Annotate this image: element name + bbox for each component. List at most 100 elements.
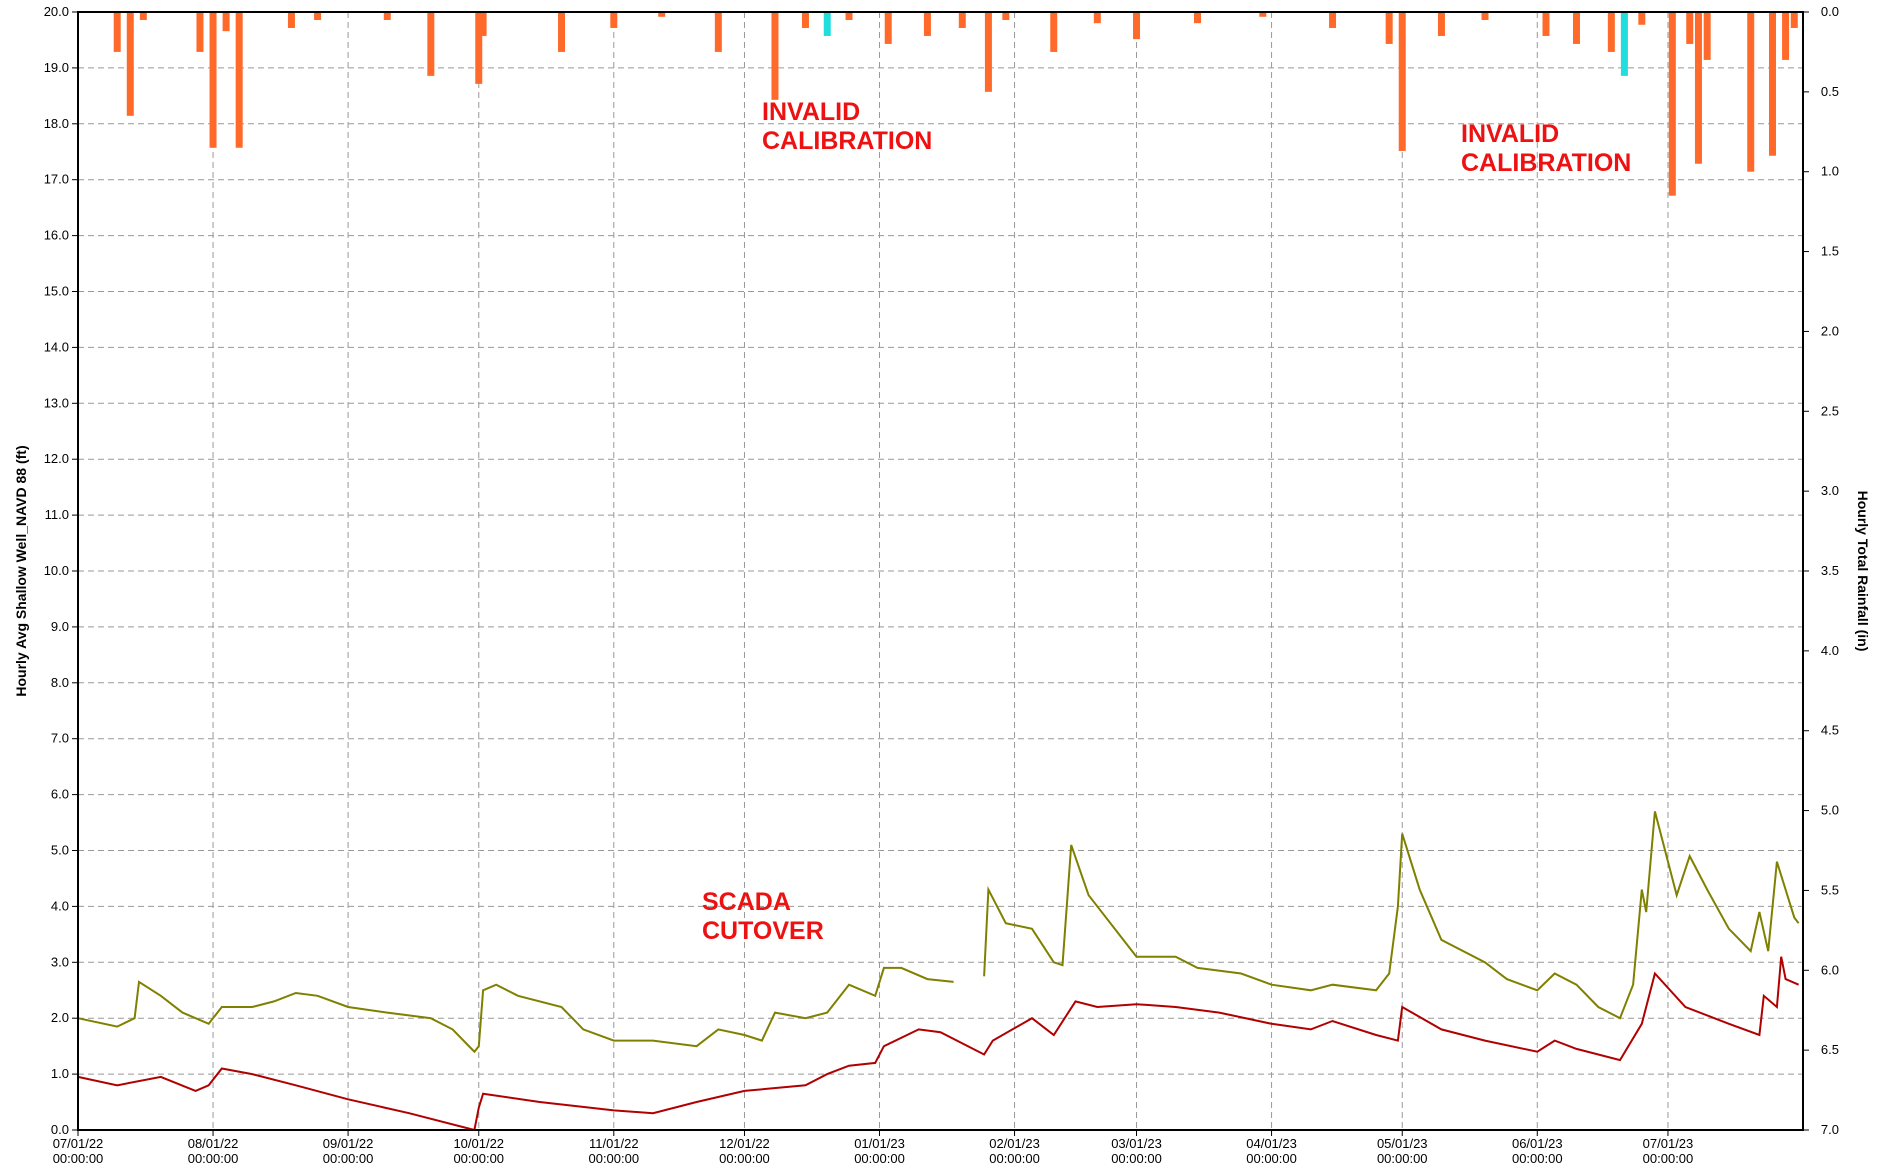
y2-tick-label: 4.5	[1821, 723, 1839, 738]
rain-bar	[1329, 12, 1337, 28]
rain-bar	[1093, 12, 1101, 24]
x-tick-label: 06/01/23 00:00:00	[1512, 1136, 1563, 1166]
y-tick-label: 2.0	[51, 1010, 69, 1025]
y-tick-label: 3.0	[51, 954, 69, 969]
rain-bar	[884, 12, 892, 44]
x-tick-label: 10/01/22 00:00:00	[453, 1136, 504, 1166]
rain-bar	[1542, 12, 1550, 36]
x-tick-label: 12/01/22 00:00:00	[719, 1136, 770, 1166]
rain-bar	[196, 12, 204, 52]
y2-tick-label: 6.5	[1821, 1042, 1839, 1057]
x-tick-label: 04/01/23 00:00:00	[1246, 1136, 1297, 1166]
rain-bar	[1194, 12, 1202, 24]
rain-bar	[1481, 12, 1489, 20]
y-tick-label: 13.0	[44, 395, 69, 410]
y2-tick-label: 5.5	[1821, 882, 1839, 897]
level-line	[77, 956, 1799, 1132]
y-tick-label: 11.0	[45, 507, 69, 522]
rain-bar	[1790, 12, 1798, 28]
y-axis-label: Hourly Avg Shallow Well_NAVD 88 (ft)	[13, 445, 29, 696]
rain-bar	[209, 12, 217, 148]
rain-bar	[287, 12, 295, 28]
rain-bar	[984, 12, 992, 92]
rain-bar	[714, 12, 722, 52]
x-tick-label: 08/01/22 00:00:00	[188, 1136, 239, 1166]
rain-bar	[658, 12, 666, 17]
y-tick-label: 17.0	[44, 172, 69, 187]
x-tick-label: 05/01/23 00:00:00	[1377, 1136, 1428, 1166]
x-tick-label: 09/01/22 00:00:00	[323, 1136, 374, 1166]
rain-bar	[126, 12, 134, 116]
y-tick-label: 6.0	[51, 787, 69, 802]
y-tick-label: 1.0	[51, 1066, 69, 1081]
y2-tick-label: 3.5	[1821, 563, 1839, 578]
rain-bar	[1694, 12, 1702, 164]
rain-bar	[1398, 12, 1406, 151]
rain-bar	[383, 12, 391, 20]
y2-tick-label: 2.5	[1821, 403, 1839, 418]
y2-axis-label: Hourly Total Rainfall (in)	[1855, 491, 1871, 652]
y2-tick-label: 0.5	[1821, 84, 1839, 99]
rain-bar	[314, 12, 322, 20]
rain-bar	[1572, 12, 1580, 44]
level-line	[77, 811, 1800, 1054]
y-tick-label: 10.0	[44, 563, 69, 578]
x-tick-label: 11/01/22 00:00:00	[588, 1136, 639, 1166]
rain-bar	[1620, 12, 1628, 76]
x-tick-label: 01/01/23 00:00:00	[854, 1136, 905, 1166]
x-tick-label: 02/01/23 00:00:00	[989, 1136, 1040, 1166]
y2-tick-label: 1.0	[1821, 164, 1839, 179]
rain-bar	[427, 12, 435, 76]
y-tick-label: 14.0	[44, 339, 69, 354]
rain-bar	[113, 12, 121, 52]
rain-bar	[479, 12, 487, 36]
y-tick-label: 19.0	[44, 60, 69, 75]
rain-bar	[139, 12, 147, 20]
annotation: INVALID CALIBRATION	[762, 98, 932, 155]
y2-tick-label: 0.0	[1821, 4, 1839, 19]
y-tick-label: 5.0	[51, 843, 69, 858]
y-tick-label: 9.0	[51, 619, 69, 634]
annotation: SCADA CUTOVER	[702, 888, 824, 945]
rain-bar	[1703, 12, 1711, 60]
y-tick-label: 7.0	[51, 731, 69, 746]
rain-bar	[1437, 12, 1445, 36]
rain-bar	[923, 12, 931, 36]
rain-bar	[801, 12, 809, 28]
y2-tick-label: 3.0	[1821, 483, 1839, 498]
y2-tick-label: 6.0	[1821, 962, 1839, 977]
rain-bar	[235, 12, 243, 148]
rain-bar	[1050, 12, 1058, 52]
rain-bar	[1385, 12, 1393, 44]
rain-bar	[1747, 12, 1755, 172]
rain-bar	[1668, 12, 1676, 196]
rain-bar	[845, 12, 853, 20]
rain-bar	[558, 12, 566, 52]
y-tick-label: 16.0	[44, 228, 69, 243]
y2-tick-label: 4.0	[1821, 643, 1839, 658]
rain-bar	[1769, 12, 1777, 156]
plot-frame	[77, 11, 1804, 1131]
annotation: INVALID CALIBRATION	[1461, 120, 1631, 177]
y-tick-label: 18.0	[44, 116, 69, 131]
rain-bar	[222, 12, 230, 32]
rain-bar	[823, 12, 831, 36]
rain-bar	[771, 12, 779, 100]
rain-bar	[958, 12, 966, 28]
x-tick-label: 07/01/23 00:00:00	[1643, 1136, 1694, 1166]
rain-bar	[1259, 12, 1267, 17]
rain-bar	[1638, 12, 1646, 25]
y2-tick-label: 5.0	[1821, 803, 1839, 818]
rain-bar	[475, 12, 483, 84]
y2-tick-label: 7.0	[1821, 1122, 1839, 1137]
rain-bar	[1782, 12, 1790, 60]
rain-bar	[610, 12, 618, 28]
rain-bar	[1002, 12, 1010, 20]
rain-bar	[1133, 12, 1141, 40]
y2-tick-label: 1.5	[1821, 244, 1839, 259]
x-tick-label: 03/01/23 00:00:00	[1111, 1136, 1162, 1166]
rain-bar	[1607, 12, 1615, 52]
y-tick-label: 4.0	[51, 898, 69, 913]
